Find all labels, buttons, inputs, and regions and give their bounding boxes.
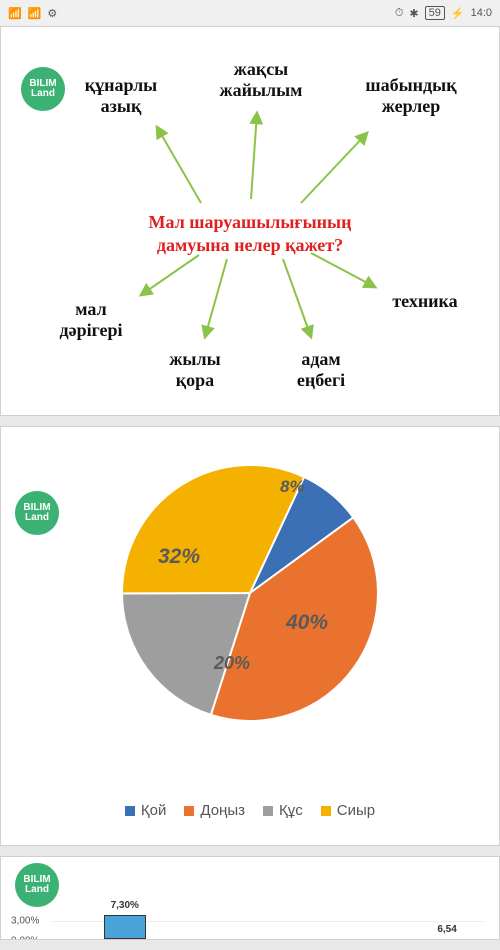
status-left: 📶 📶 ⚙ (8, 7, 57, 20)
legend-label: Сиыр (337, 802, 375, 819)
bar-ytick: 3,00% (11, 916, 39, 927)
pie-label-Доңыз: 40% (286, 611, 328, 635)
mindmap-node-n6: адам еңбегі (261, 349, 381, 390)
mindmap-node-n1: құнарлы азық (61, 75, 181, 116)
mindmap-node-n4: мал дәрігері (31, 299, 151, 340)
status-bar: 📶 📶 ⚙ ⏱ ✱ 59 ⚡ 14:0 (0, 0, 500, 26)
legend-label: Доңыз (200, 802, 245, 819)
legend-swatch (184, 806, 194, 816)
bar-ytick: 0,00% (11, 936, 39, 941)
clock-icon: ⏱ (395, 7, 404, 20)
pie-chart: 8% 40% 20% 32% (120, 463, 380, 723)
legend-item-Қой: Қой (125, 802, 166, 819)
settings-icon: ⚙ (47, 7, 57, 20)
mindmap-node-n5: жылы қора (135, 349, 255, 390)
legend-swatch (263, 806, 273, 816)
piechart-card: BILIM Land 8% 40% 20% 32% Қой Доңыз Құс Сиыр (0, 426, 500, 846)
mindmap-node-n7: техника (365, 291, 485, 312)
pie-label-Құс: 20% (214, 653, 250, 674)
clock-text: 14:0 (471, 7, 492, 19)
pie-label-Қой: 8% (280, 477, 305, 497)
bar-value-label: 7,30% (111, 900, 139, 911)
status-right: ⏱ ✱ 59 ⚡ 14:0 (395, 6, 492, 20)
barchart-card: BILIM Land 0,00%3,00%7,30%6,54 (0, 856, 500, 940)
signal-icon: 📶 (8, 7, 22, 20)
mindmap-center-question: Мал шаруашылығының дамуына нелер қажет? (149, 211, 352, 256)
legend-swatch (321, 806, 331, 816)
legend-item-Доңыз: Доңыз (184, 802, 245, 819)
charge-icon: ⚡ (451, 7, 465, 20)
bilim-land-logo: BILIM Land (21, 67, 65, 111)
pie-legend: Қой Доңыз Құс Сиыр (1, 802, 499, 819)
bar (104, 915, 146, 939)
legend-swatch (125, 806, 135, 816)
signal-icon-2: 📶 (28, 7, 42, 20)
bilim-land-logo: BILIM Land (15, 491, 59, 535)
mindmap-node-n3: шабындық жерлер (351, 75, 471, 116)
legend-label: Қой (141, 802, 166, 819)
mindmap-node-n2: жақсы жайылым (201, 59, 321, 100)
bluetooth-icon: ✱ (409, 7, 418, 20)
legend-label: Құс (279, 802, 303, 819)
bar-chart: 0,00%3,00%7,30%6,54 (11, 881, 485, 939)
legend-item-Сиыр: Сиыр (321, 802, 375, 819)
battery-text: 59 (425, 6, 445, 20)
mindmap-card: BILIM Land Мал шаруашылығының дамуына не… (0, 26, 500, 416)
pie-label-Сиыр: 32% (158, 545, 200, 569)
legend-item-Құс: Құс (263, 802, 303, 819)
